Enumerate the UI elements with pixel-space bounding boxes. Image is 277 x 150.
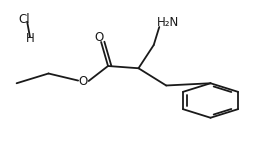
Text: O: O bbox=[94, 31, 104, 44]
Text: O: O bbox=[78, 75, 88, 88]
Text: H₂N: H₂N bbox=[157, 16, 179, 29]
Text: H: H bbox=[26, 33, 35, 45]
Text: Cl: Cl bbox=[18, 13, 30, 26]
